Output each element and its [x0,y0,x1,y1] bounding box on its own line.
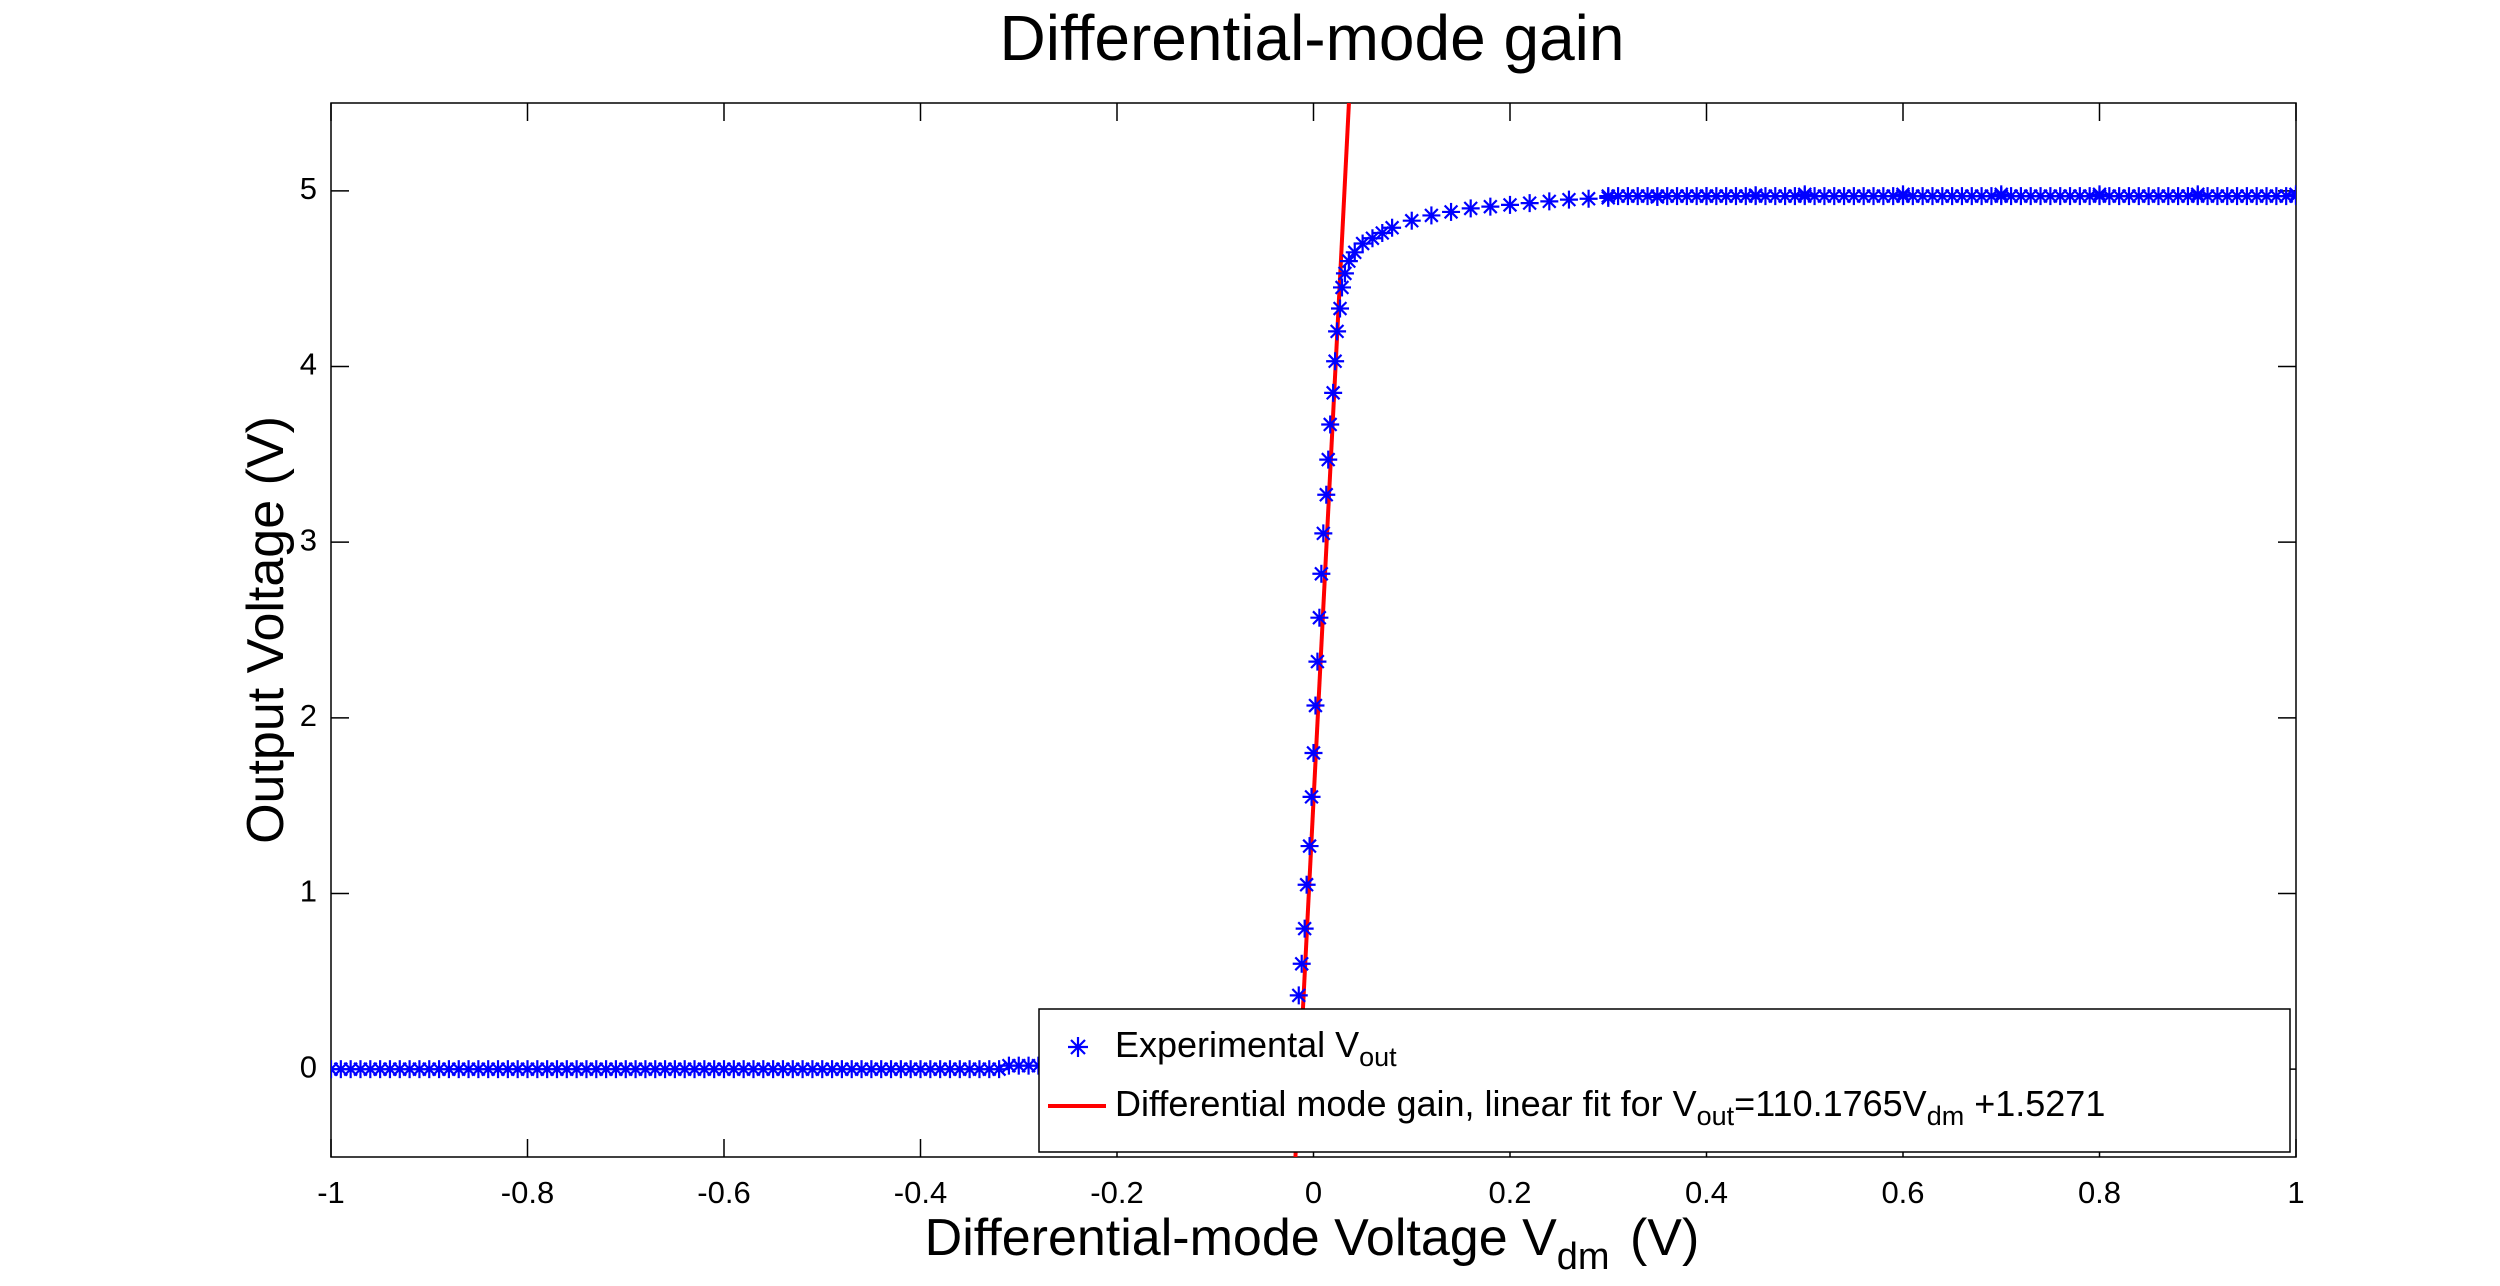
data-point [1019,1056,1038,1075]
y-tick-label: 1 [300,874,317,909]
data-point [1297,875,1316,894]
y-axis-label: Output Voltage (V) [237,416,295,844]
x-tick-label: -0.2 [1090,1175,1143,1210]
data-point [1331,299,1350,318]
data-point [1304,743,1323,762]
x-tick-labels: -1 -0.8 -0.6 -0.4 -0.2 0 0.2 0.4 0.6 0.8 1 [317,1175,2304,1210]
x-tick-label: 1 [2287,1175,2304,1210]
data-point [1422,206,1441,225]
data-point [1579,189,1598,208]
data-point [1314,524,1333,543]
data-point [1310,608,1329,627]
data-point [1324,383,1343,402]
x-axis-label-sub: dm [1557,1236,1610,1278]
data-point [1328,322,1347,341]
legend-label-linear-fit: Differential mode gain, linear fit for V… [1115,1083,2105,1132]
x-axis-label-main: Differential-mode Voltage V [925,1209,1557,1267]
data-point [1442,202,1461,221]
data-point [1383,218,1402,237]
data-point [1319,450,1338,469]
data-point [1306,696,1325,715]
legend-label-experimental: Experimental Vout [1115,1024,1397,1073]
y-tick-label: 4 [300,347,317,382]
legend: Experimental Vout Differential mode gain… [1038,1008,2291,1153]
y-tick-label: 3 [300,522,317,557]
data-point [1317,485,1336,504]
x-tick-label: 0.2 [1488,1175,1531,1210]
data-point [1481,197,1500,216]
data-point [1559,190,1578,209]
data-point [1520,194,1539,213]
x-tick-label: -0.8 [501,1175,554,1210]
data-point [1300,837,1319,856]
y-tick-label: 0 [300,1049,317,1084]
data-point [1335,264,1354,283]
x-tick-label: -1 [317,1175,345,1210]
data-point [1308,652,1327,671]
experimental-markers [331,185,2296,1079]
plot-area [330,102,2297,1158]
x-tick-label: -0.4 [894,1175,947,1210]
data-point [1289,986,1308,1005]
data-point [1292,954,1311,973]
x-axis-label-unit: (V) [1616,1209,1700,1267]
data-point [1461,199,1480,218]
y-tick-label: 2 [300,698,317,733]
legend-marker-experimental [1068,1037,1088,1057]
data-point [1402,211,1421,230]
y-tick-label: 5 [300,171,317,206]
x-tick-label: 0 [1305,1175,1322,1210]
data-point [1326,352,1345,371]
x-tick-label: 0.6 [1881,1175,1924,1210]
data-point [1332,278,1351,297]
y-tick-labels: 0 1 2 3 4 5 [300,171,317,1084]
x-tick-label: -0.6 [697,1175,750,1210]
x-axis-label: Differential-mode Voltage Vdm (V) [925,1209,1700,1278]
data-point [1345,243,1364,262]
data-point [1312,564,1331,583]
data-point [1501,195,1519,214]
data-point [1295,919,1314,938]
x-tick-label: 0.8 [2078,1175,2121,1210]
x-tick-label: 0.4 [1685,1175,1728,1210]
data-point [1321,415,1340,434]
data-point [1540,192,1559,211]
chart-title: Differential-mode gain [1000,2,1625,74]
data-point [2287,187,2296,206]
data-point [1302,787,1321,806]
legend-box [1038,1008,2291,1153]
